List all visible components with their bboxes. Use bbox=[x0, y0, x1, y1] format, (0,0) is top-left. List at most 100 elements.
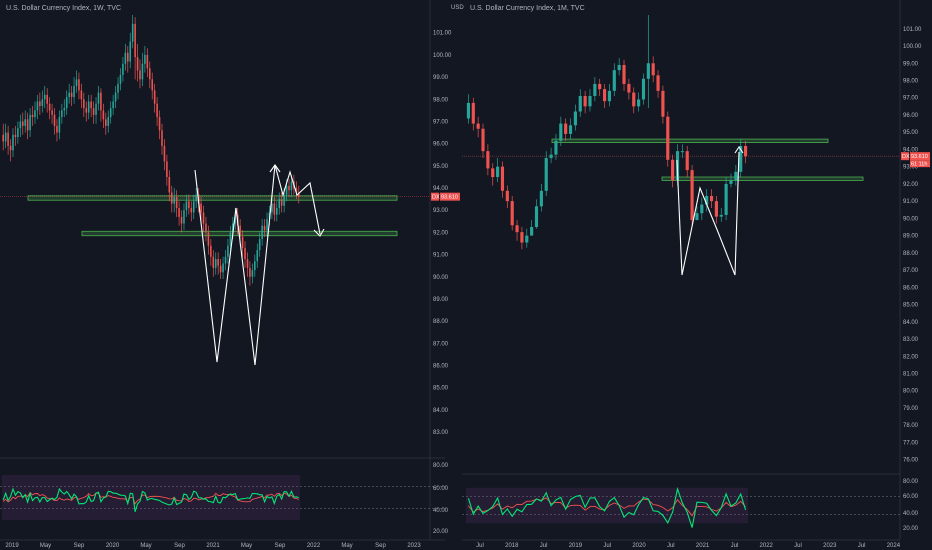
candle bbox=[276, 207, 278, 215]
candle bbox=[124, 52, 127, 64]
candle bbox=[232, 223, 234, 233]
candle bbox=[109, 108, 112, 118]
candle bbox=[554, 140, 558, 155]
candle bbox=[520, 232, 524, 243]
candle bbox=[205, 223, 207, 233]
candle bbox=[139, 70, 141, 80]
y-tick-label: 97.00 bbox=[903, 96, 919, 102]
candle bbox=[671, 159, 675, 181]
y-tick-label: 98.00 bbox=[433, 97, 449, 103]
zone-rect bbox=[661, 176, 864, 181]
price-badge bbox=[440, 192, 460, 201]
candle bbox=[258, 239, 261, 251]
candle bbox=[573, 111, 577, 126]
candle bbox=[43, 94, 46, 100]
candle bbox=[117, 83, 119, 93]
candle bbox=[151, 79, 154, 91]
candle bbox=[680, 151, 684, 153]
x-tick-label: Jul bbox=[731, 543, 739, 549]
y-tick-label: 79.00 bbox=[903, 406, 919, 412]
candle bbox=[180, 216, 183, 224]
symbol-badge-label: DXY bbox=[902, 154, 914, 160]
candle bbox=[539, 190, 543, 207]
x-tick-label: Sep bbox=[74, 543, 85, 549]
candle bbox=[166, 161, 168, 177]
y-tick-label: 100.00 bbox=[433, 53, 452, 59]
candle bbox=[112, 101, 114, 109]
candle bbox=[200, 203, 202, 213]
candle bbox=[210, 245, 212, 257]
candle bbox=[53, 114, 56, 126]
candle bbox=[632, 92, 636, 107]
candle bbox=[705, 195, 709, 205]
candle bbox=[119, 74, 122, 84]
candle bbox=[190, 207, 193, 213]
candle bbox=[607, 90, 612, 102]
candle bbox=[58, 117, 61, 133]
y-tick-label: 96.00 bbox=[433, 142, 449, 148]
candle bbox=[544, 158, 548, 191]
y-tick-label: 100.00 bbox=[903, 44, 922, 50]
candle bbox=[617, 64, 621, 71]
candle bbox=[491, 168, 495, 178]
candle bbox=[217, 259, 219, 266]
candle bbox=[266, 219, 268, 231]
price-badge bbox=[910, 152, 930, 161]
candle bbox=[246, 259, 249, 268]
candle bbox=[144, 54, 146, 64]
candle bbox=[65, 97, 68, 109]
right-chart-title: U.S. Dollar Currency Index, 1M, TVC bbox=[470, 5, 585, 12]
candle bbox=[641, 78, 646, 100]
candle bbox=[85, 108, 88, 113]
x-tick-label: 2020 bbox=[106, 543, 120, 549]
candle bbox=[656, 75, 660, 91]
y-tick-label: 94.00 bbox=[903, 147, 919, 153]
indicator-tick-label: 40.00 bbox=[433, 508, 449, 514]
x-tick-label: 2019 bbox=[5, 543, 19, 549]
candle bbox=[251, 270, 254, 277]
x-tick-label: Sep bbox=[275, 543, 286, 549]
indicator-tick-label: 80.00 bbox=[903, 479, 919, 485]
candle bbox=[46, 94, 48, 104]
candle bbox=[2, 134, 5, 142]
indicator-tick-label: 80.00 bbox=[433, 463, 449, 469]
candle bbox=[500, 166, 505, 191]
y-tick-label: 93.00 bbox=[433, 208, 449, 214]
candle bbox=[131, 23, 134, 42]
y-tick-label: 99.00 bbox=[903, 61, 919, 67]
indicator-tick-label: 40.00 bbox=[903, 511, 919, 517]
candle bbox=[564, 123, 568, 134]
price-badge-label: 93.610 bbox=[911, 154, 928, 160]
candle bbox=[285, 185, 288, 195]
indicator-tick-label: 60.00 bbox=[433, 486, 449, 492]
candle bbox=[241, 236, 244, 248]
candle bbox=[637, 99, 641, 107]
x-tick-label: May bbox=[40, 543, 51, 549]
candle bbox=[227, 245, 229, 257]
candle bbox=[229, 232, 232, 246]
candle bbox=[61, 110, 63, 118]
y-tick-label: 93.00 bbox=[903, 165, 919, 171]
candle bbox=[568, 125, 573, 134]
candle bbox=[29, 114, 31, 131]
candle bbox=[739, 145, 743, 172]
candle bbox=[505, 190, 509, 202]
x-tick-label: 2024 bbox=[887, 543, 901, 549]
candle bbox=[170, 192, 173, 204]
countdown-badge-label: 61 11h bbox=[911, 162, 927, 168]
candle bbox=[102, 110, 105, 120]
y-tick-label: 95.00 bbox=[903, 130, 919, 136]
candle bbox=[709, 195, 714, 202]
y-tick-label: 91.00 bbox=[433, 253, 449, 259]
candle bbox=[163, 145, 166, 162]
candle bbox=[21, 121, 24, 126]
candle bbox=[87, 101, 90, 113]
x-tick-label: 2022 bbox=[307, 543, 321, 549]
right-currency-label: USD bbox=[451, 5, 464, 11]
candle bbox=[178, 207, 180, 217]
candle bbox=[214, 259, 217, 268]
y-tick-label: 85.00 bbox=[903, 303, 919, 309]
y-tick-label: 94.00 bbox=[433, 186, 449, 192]
x-tick-label: Jul bbox=[667, 543, 675, 549]
